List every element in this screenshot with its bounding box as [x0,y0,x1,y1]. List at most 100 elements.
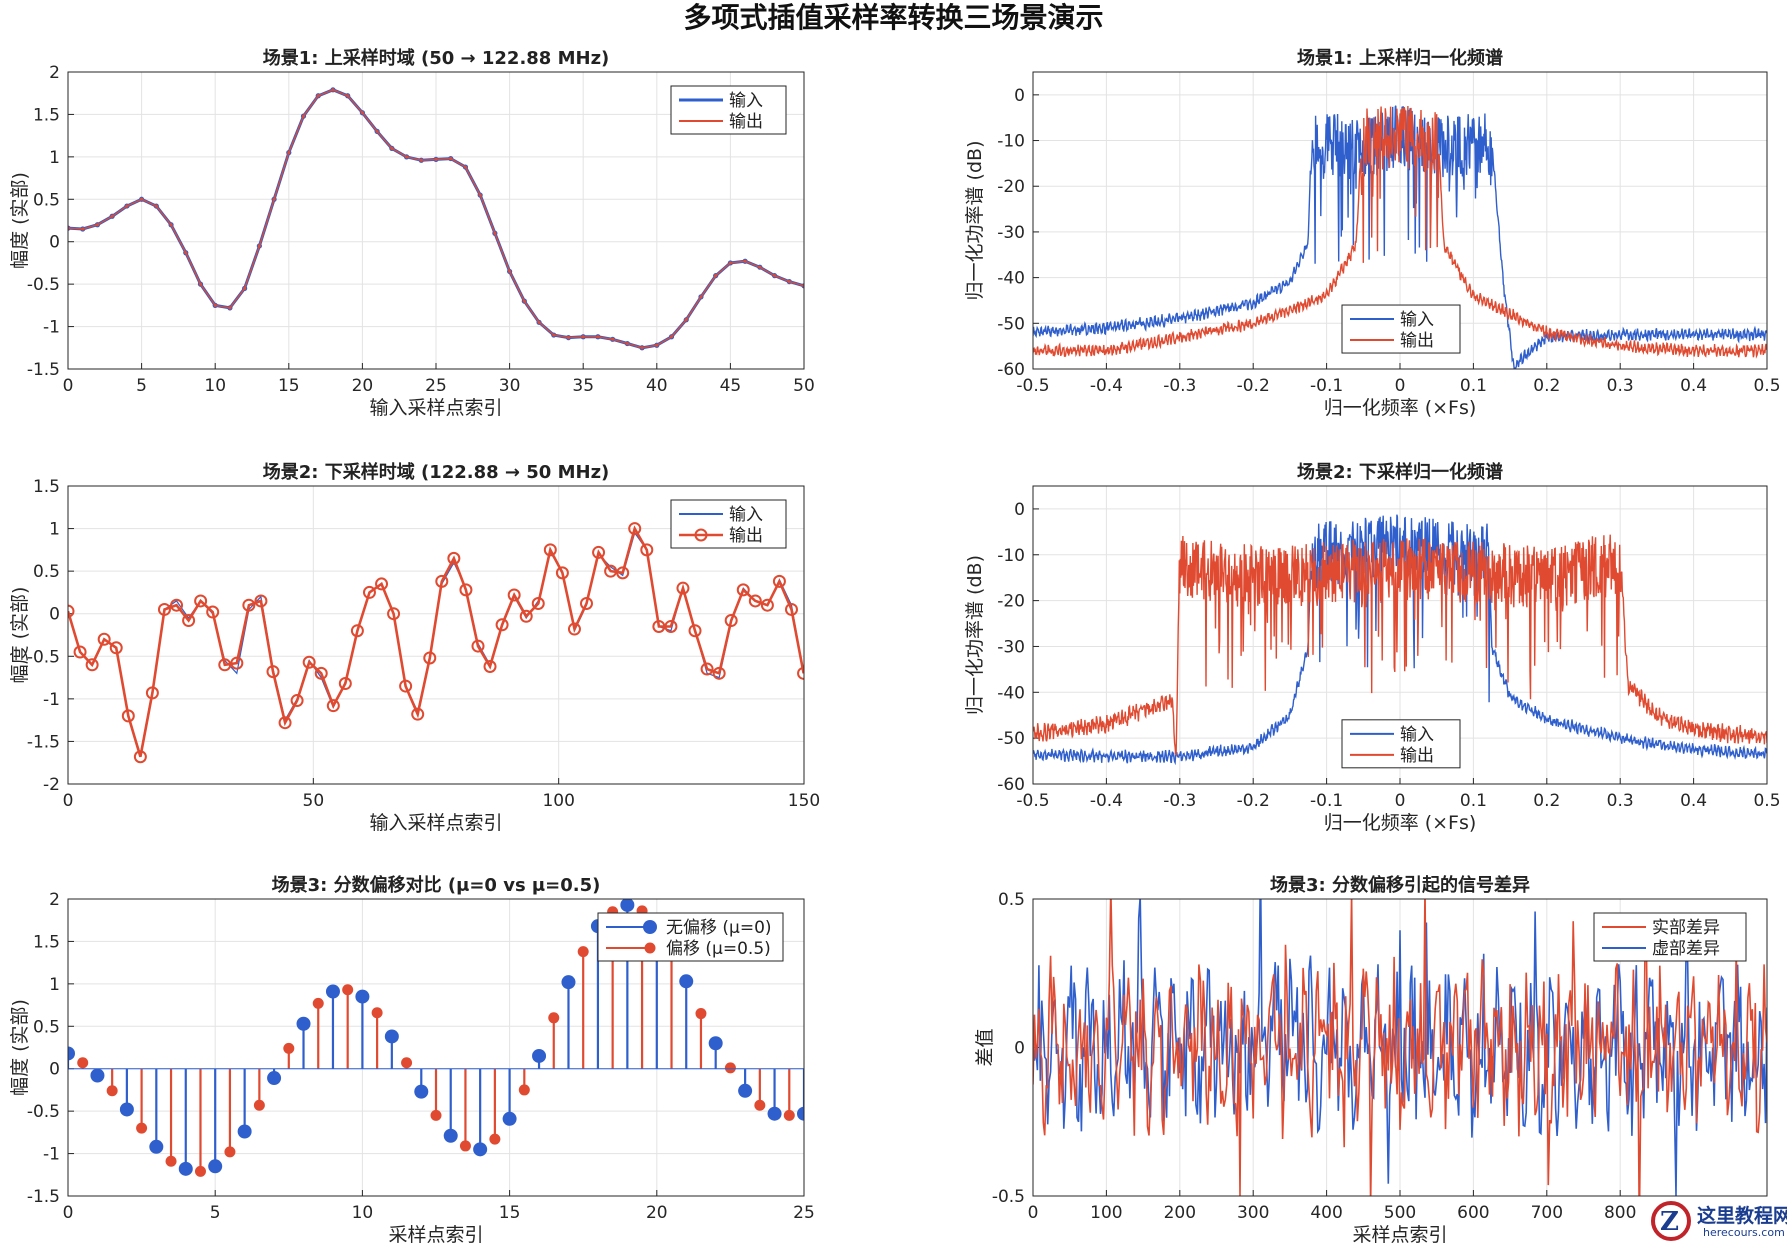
series-point [404,155,409,159]
x-tick-label: 0.3 [1607,791,1634,811]
axes-frame [1032,898,1768,1197]
series-marker [555,566,569,580]
stem-marker [355,989,370,1004]
series-point [463,165,468,169]
stem-marker [679,974,694,989]
legend-label: 输入 [1400,725,1434,745]
legend-label: 输出 [1400,331,1434,351]
y-axis-label: 幅度 (实部) [9,587,31,684]
x-axis-label: 归一化频率 (×Fs) [1324,812,1477,834]
series-marker [760,598,774,612]
spectrum-line-输出 [1033,105,1767,359]
series-point [743,259,747,263]
x-tick-label: -0.3 [1163,376,1196,396]
series-point [772,274,777,278]
watermark-title: 这里教程网 [1697,1205,1787,1227]
x-tick-label: 0 [63,376,74,396]
y-tick-label: -20 [997,177,1025,197]
axes-title: 场景1: 上采样时域 (50 → 122.88 MHz) [263,47,610,69]
series-point [728,261,733,265]
y-tick-label: -40 [997,683,1025,703]
x-tick-label: -0.2 [1237,791,1270,811]
y-tick-label: 1.5 [33,932,60,952]
x-tick-label: 50 [303,791,325,811]
series-point [596,335,600,339]
series-point [655,343,659,347]
y-tick-label: -10 [997,546,1025,566]
stem-marker [149,1139,164,1154]
stem-marker [548,1012,560,1024]
y-tick-label: -60 [997,775,1025,795]
x-tick-label: -0.1 [1310,376,1343,396]
series-marker [712,666,726,680]
series-point [758,265,762,269]
x-tick-label: 15 [499,1203,521,1223]
axes-frame [67,71,805,370]
x-tick-label: 800 [1604,1203,1636,1223]
series-point [287,151,291,155]
stem-marker [695,1008,707,1020]
x-axis-label: 采样点索引 [388,1224,483,1244]
stem-marker [708,1036,723,1051]
legend-box [597,912,784,962]
x-tick-label: 0.4 [1680,376,1707,396]
legend-label: 无偏移 (μ=0) [666,918,772,938]
y-tick-label: 0.5 [33,1017,60,1037]
x-axis-label: 归一化频率 (×Fs) [1324,397,1477,419]
series-marker [411,707,425,721]
series-marker [664,619,678,633]
series-marker [218,658,232,672]
y-tick-label: 0.5 [998,890,1025,910]
stem-marker [237,1124,252,1139]
legend-box [1593,912,1747,962]
series-marker [447,551,461,565]
series-marker [230,656,244,670]
series-marker [254,594,268,608]
y-tick-label: 1 [49,975,60,995]
y-tick-label: -50 [997,729,1025,749]
plot-series-group [1033,105,1767,369]
series-point [625,341,629,346]
series-point [419,158,423,162]
y-tick-label: 0 [49,605,60,625]
stem-marker [90,1068,105,1083]
plot-series-group [68,87,804,351]
chart-p3: 0 50 100 150 -2 -1.5 -1 -0.5 0 0.5 1 1.5 场景2: 下采样时域 … [9,461,820,834]
stem-marker [342,984,354,996]
chart-p1: 0 5 10 15 20 25 30 35 40 45 50 -1.5 -1 -0.5 0 0.5 1 1.5 2 场… [9,47,815,419]
x-tick-label: 0.1 [1460,376,1487,396]
watermark: Z 这里教程网 herecours.com [1645,1197,1787,1244]
y-tick-label: -0.5 [27,647,60,667]
series-marker [278,716,292,730]
series-point [493,231,497,235]
chart-p2: -0.5 -0.4 -0.3 -0.2 -0.1 0 0.1 0.2 0.3 0.4 0.5 -60 -… [964,47,1781,419]
stem-marker [532,1048,547,1063]
x-tick-label: 25 [793,1203,815,1223]
plot-series-group [68,899,804,1177]
series-marker [567,622,581,636]
legend-label: 偏移 (μ=0.5) [666,939,771,959]
stem-marker [224,1146,236,1158]
x-tick-label: -0.4 [1090,791,1123,811]
x-tick-label: 400 [1310,1203,1342,1223]
series-marker [724,614,738,628]
series-point [125,204,129,208]
stem-marker [443,1128,458,1143]
series-point [552,333,556,337]
y-tick-label: 0 [1014,86,1025,106]
y-tick-label: -1.5 [27,1187,60,1207]
y-tick-label: -1 [43,1145,60,1165]
series-marker [133,750,147,764]
series-marker [387,607,401,621]
series-marker [242,598,256,612]
series-marker [206,605,220,619]
stem-marker [253,1099,265,1111]
stem-marker [502,1111,517,1126]
x-tick-label: -0.4 [1090,376,1123,396]
y-tick-label: -30 [997,223,1025,243]
series-point [243,286,247,290]
stem-marker [208,1159,223,1174]
series-marker [748,594,762,608]
